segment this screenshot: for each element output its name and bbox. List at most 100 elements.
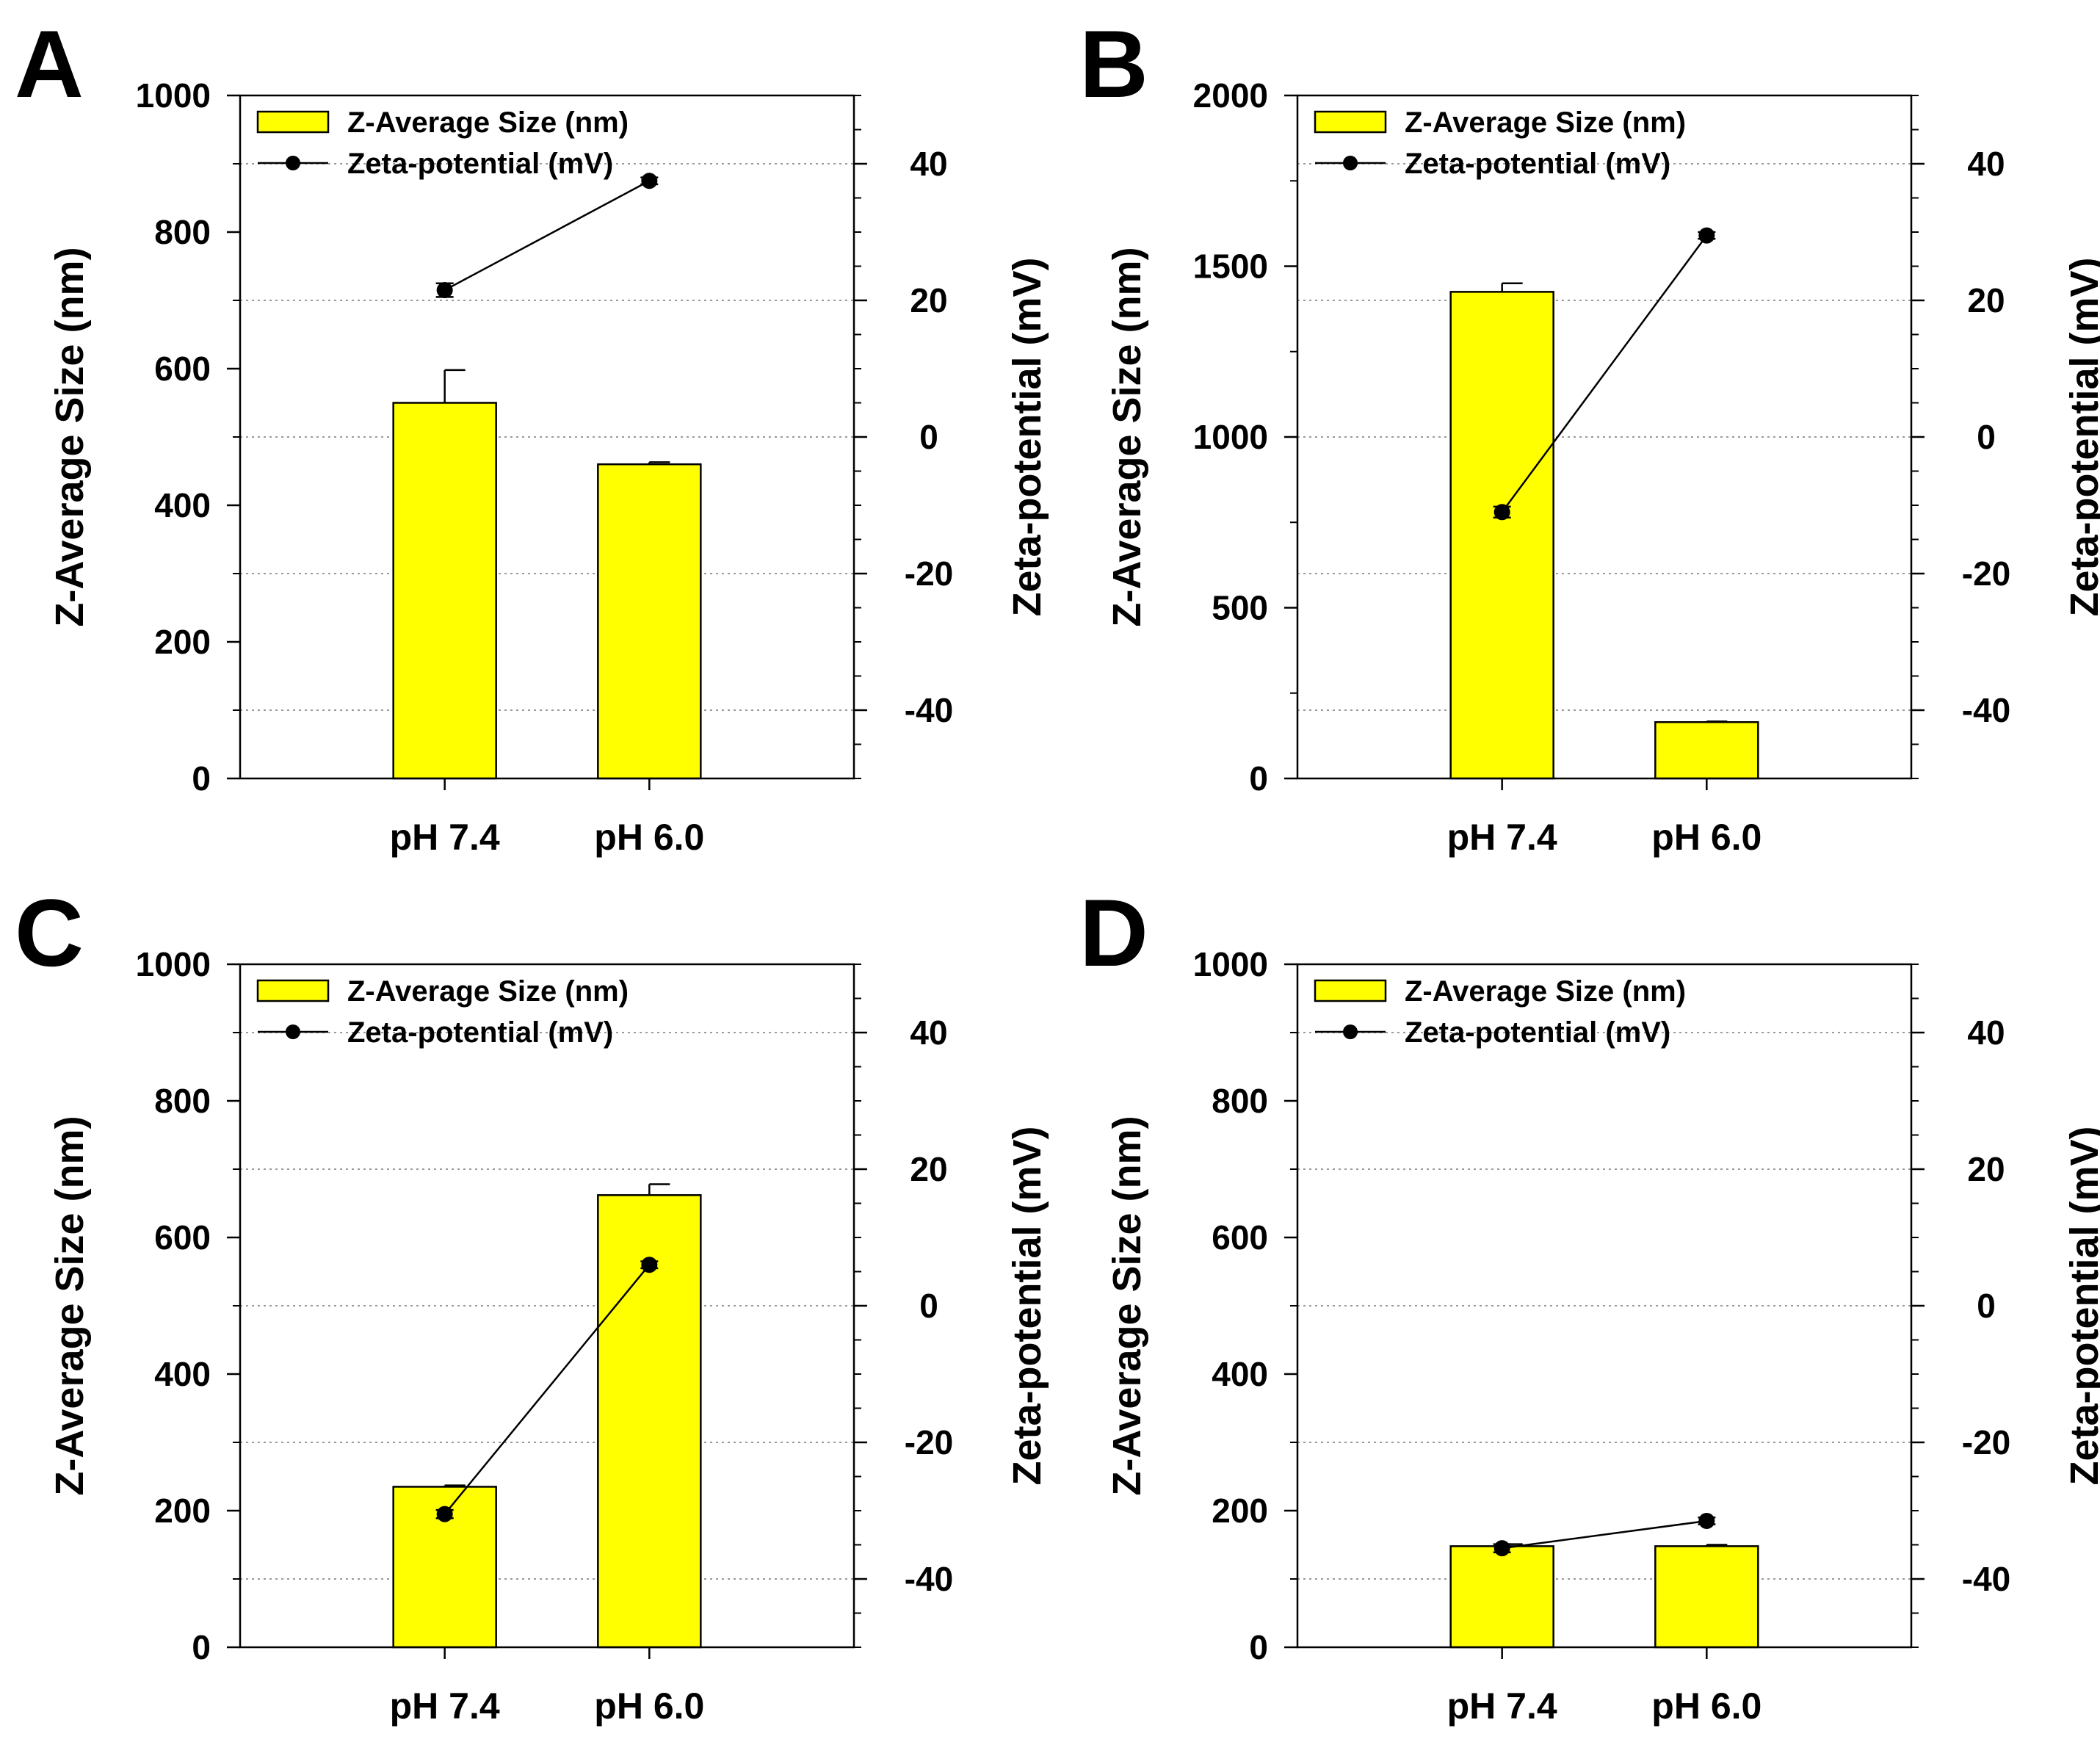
x-tick-label: pH 7.4 <box>390 1685 500 1727</box>
y2-tick-label: 0 <box>1977 1287 1996 1325</box>
legend-label-size: Z-Average Size (nm) <box>1405 106 1686 139</box>
zeta-line <box>1502 1519 1707 1550</box>
y2-tick-label: -20 <box>905 1423 953 1461</box>
y-tick-label: 0 <box>192 759 211 798</box>
legend-label-size: Z-Average Size (nm) <box>347 106 629 139</box>
legend-label-size: Z-Average Size (nm) <box>347 975 629 1008</box>
y2-tick-label: 20 <box>910 281 947 319</box>
y2-tick-label: 20 <box>910 1150 947 1188</box>
legend-label-zeta: Zeta-potential (mV) <box>1405 1016 1670 1049</box>
legend-swatch-marker <box>286 156 300 170</box>
panel-d: D 0 200 400 600 800 1000 -40 -20 0 20 40 pH 7.4 pH 6.… <box>1079 879 2100 1727</box>
y-tick-label: 1000 <box>136 945 211 983</box>
y-tick-label: 200 <box>154 623 211 661</box>
panel-b: B 0 500 1000 1500 2000 -40 -20 0 20 40 pH 7.4 pH 6.0… <box>1079 10 2100 858</box>
bar <box>597 463 702 780</box>
y-tick-label: 1000 <box>1193 945 1268 983</box>
y2-tick-label: 0 <box>919 1287 938 1325</box>
bar <box>1449 1545 1554 1649</box>
legend-label-zeta: Zeta-potential (mV) <box>347 148 613 180</box>
y2-axis-title: Zeta-potential (mV) <box>1005 1126 1049 1485</box>
y2-tick-label: 20 <box>1967 1150 2005 1188</box>
panel-c: C 0 200 400 600 800 1000 -40 -20 0 20 40 pH 7.4 pH 6.… <box>15 879 1049 1727</box>
y-tick-label: 1000 <box>136 76 211 115</box>
y-tick-label: 400 <box>154 1355 211 1393</box>
y-axis-title: Z-Average Size (nm) <box>1105 1116 1149 1495</box>
y2-tick-label: 0 <box>1977 418 1996 456</box>
panel-a: A 0 200 400 600 800 1000 -40 -20 0 20 40 pH 7.4 pH 6.… <box>15 10 1049 858</box>
y2-tick-label: -20 <box>1962 554 2010 593</box>
legend-swatch-bar <box>256 979 330 1002</box>
panel-letter: B <box>1079 10 1148 118</box>
y2-tick-label: 0 <box>919 418 938 456</box>
y-axis-title: Z-Average Size (nm) <box>1105 247 1149 626</box>
y-axis-title: Z-Average Size (nm) <box>48 1116 92 1495</box>
bar <box>392 402 497 780</box>
y-tick-label: 0 <box>1249 1628 1268 1666</box>
panel-letter: C <box>15 879 84 986</box>
y-tick-label: 400 <box>1212 1355 1268 1393</box>
zeta-marker <box>436 1506 453 1522</box>
legend-label-size: Z-Average Size (nm) <box>1405 975 1686 1008</box>
y-tick-label: 200 <box>1212 1492 1268 1530</box>
y2-tick-label: -40 <box>905 1560 953 1598</box>
legend-swatch-marker <box>286 1024 300 1039</box>
legend-label-zeta: Zeta-potential (mV) <box>347 1016 613 1049</box>
x-tick-label: pH 6.0 <box>594 1685 704 1727</box>
bar <box>1449 291 1554 780</box>
y2-tick-label: -20 <box>905 554 953 593</box>
y2-tick-label: 40 <box>1967 145 2005 183</box>
y2-tick-label: 40 <box>910 145 947 183</box>
panel-letter: D <box>1079 879 1148 986</box>
y-tick-label: 1500 <box>1193 247 1268 286</box>
y-tick-label: 600 <box>154 1218 211 1257</box>
zeta-line <box>443 1264 651 1515</box>
legend-label-zeta: Zeta-potential (mV) <box>1405 148 1670 180</box>
y2-axis-title: Zeta-potential (mV) <box>2063 1126 2100 1485</box>
legend-swatch-marker <box>1343 156 1358 170</box>
panel-letter: A <box>15 10 84 118</box>
y-tick-label: 600 <box>1212 1218 1268 1257</box>
zeta-marker <box>436 282 453 299</box>
bar <box>1654 1545 1759 1649</box>
y-tick-label: 0 <box>1249 759 1268 798</box>
zeta-marker <box>1493 504 1510 521</box>
x-tick-label: pH 6.0 <box>594 817 704 858</box>
y-tick-label: 800 <box>154 213 211 251</box>
x-tick-label: pH 7.4 <box>1447 1685 1557 1727</box>
y-tick-label: 2000 <box>1193 76 1268 115</box>
y2-tick-label: 20 <box>1967 281 2005 319</box>
zeta-marker <box>1698 227 1715 244</box>
y-tick-label: 600 <box>154 350 211 388</box>
zeta-marker <box>1698 1512 1715 1529</box>
x-tick-label: pH 6.0 <box>1651 817 1762 858</box>
y-axis-title: Z-Average Size (nm) <box>48 247 92 626</box>
y-tick-label: 800 <box>154 1082 211 1120</box>
legend-swatch-marker <box>1343 1024 1358 1039</box>
zeta-marker <box>641 173 658 189</box>
y-tick-label: 400 <box>154 486 211 524</box>
y2-axis-title: Zeta-potential (mV) <box>2063 257 2100 616</box>
y2-tick-label: 40 <box>910 1013 947 1052</box>
bar <box>1654 721 1759 780</box>
y-tick-label: 0 <box>192 1628 211 1666</box>
y-tick-label: 800 <box>1212 1082 1268 1120</box>
y2-tick-label: -20 <box>1962 1423 2010 1461</box>
x-tick-label: pH 6.0 <box>1651 1685 1762 1727</box>
zeta-marker <box>1493 1540 1510 1557</box>
zeta-line <box>1501 234 1708 513</box>
y2-tick-label: -40 <box>1962 1560 2010 1598</box>
x-tick-label: pH 7.4 <box>390 817 500 858</box>
zeta-line <box>444 180 650 292</box>
y2-axis-title: Zeta-potential (mV) <box>1005 257 1049 616</box>
y2-tick-label: -40 <box>1962 691 2010 729</box>
legend-swatch-bar <box>1314 110 1387 134</box>
y-tick-label: 1000 <box>1193 418 1268 456</box>
x-tick-label: pH 7.4 <box>1447 817 1557 858</box>
zeta-marker <box>641 1257 658 1273</box>
y2-tick-label: 40 <box>1967 1013 2005 1052</box>
y-tick-label: 500 <box>1212 589 1268 627</box>
legend-swatch-bar <box>256 110 330 134</box>
legend-swatch-bar <box>1314 979 1387 1002</box>
